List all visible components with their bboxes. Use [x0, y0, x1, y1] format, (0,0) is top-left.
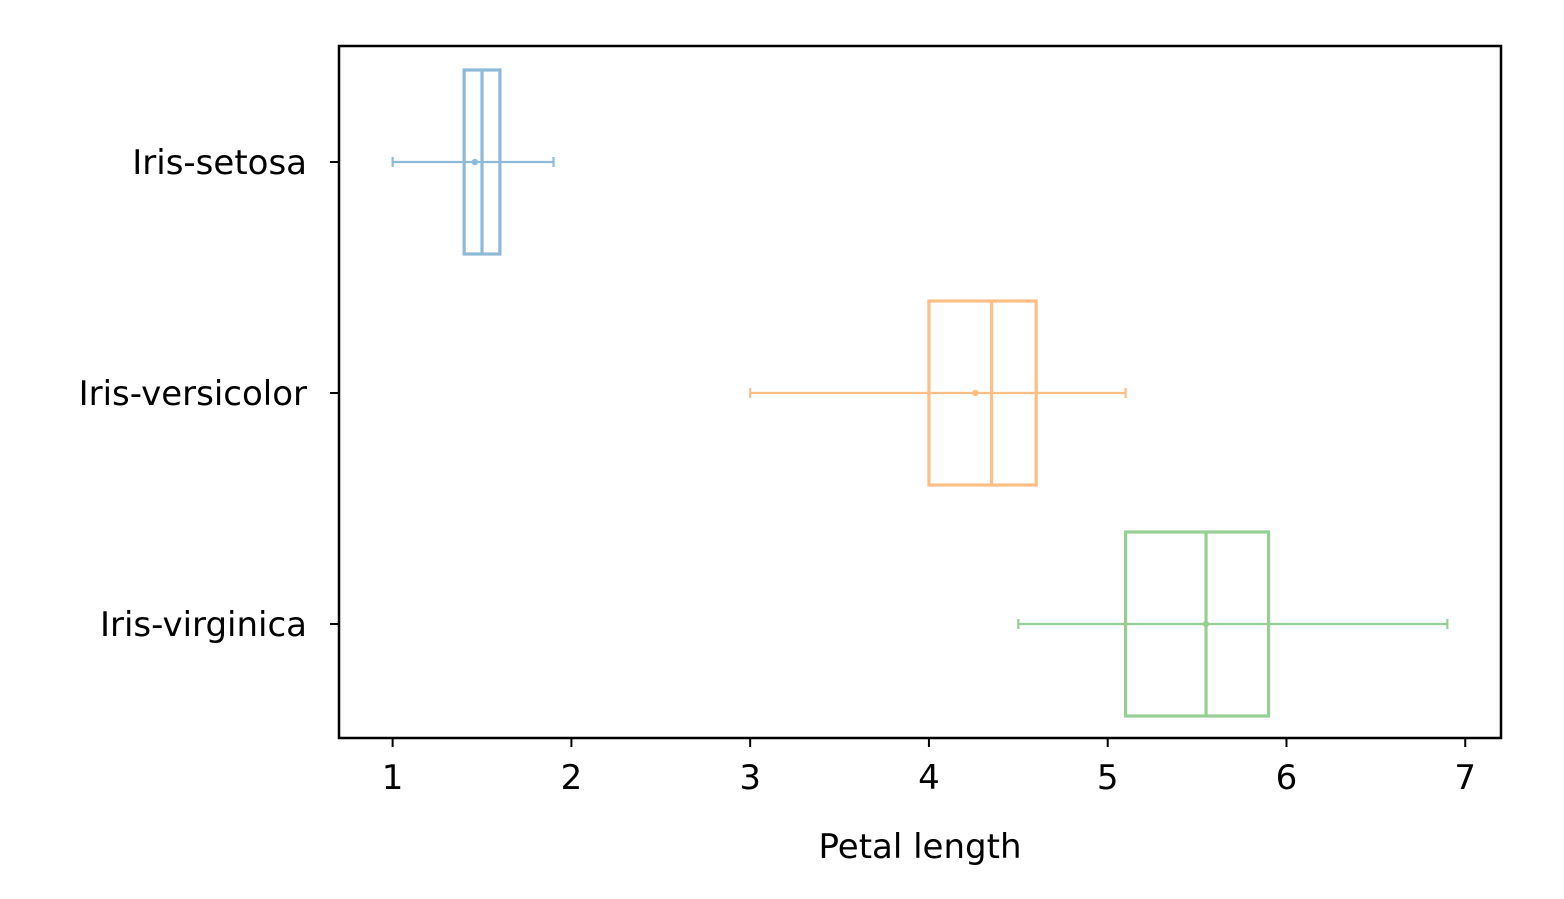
mean-marker	[471, 158, 479, 166]
x-axis-title: Petal length	[818, 827, 1021, 867]
x-tick-label: 4	[918, 758, 940, 798]
box-iris-versicolor	[749, 299, 1127, 487]
iqr-box	[1123, 530, 1271, 718]
box-iris-virginica	[1017, 530, 1449, 718]
y-axis: Iris-setosa Iris-versicolor Iris-virginica	[79, 143, 339, 645]
x-tick-label: 1	[382, 758, 404, 798]
box-iris-setosa	[391, 68, 555, 256]
x-tick-label: 3	[739, 758, 761, 798]
box-layer	[391, 68, 1449, 718]
mean-marker	[972, 389, 979, 397]
y-tick-label: Iris-virginica	[100, 605, 307, 645]
x-tick-label: 7	[1454, 758, 1476, 798]
y-tick-label: Iris-versicolor	[79, 374, 307, 414]
x-tick-label: 6	[1276, 758, 1298, 798]
x-axis: 1 2 3 4 5 6 7	[382, 738, 1476, 798]
x-tick-label: 2	[561, 758, 583, 798]
iqr-box	[927, 299, 1038, 487]
mean-marker	[1202, 620, 1210, 628]
x-tick-label: 5	[1097, 758, 1119, 798]
y-tick-label: Iris-setosa	[132, 143, 307, 183]
